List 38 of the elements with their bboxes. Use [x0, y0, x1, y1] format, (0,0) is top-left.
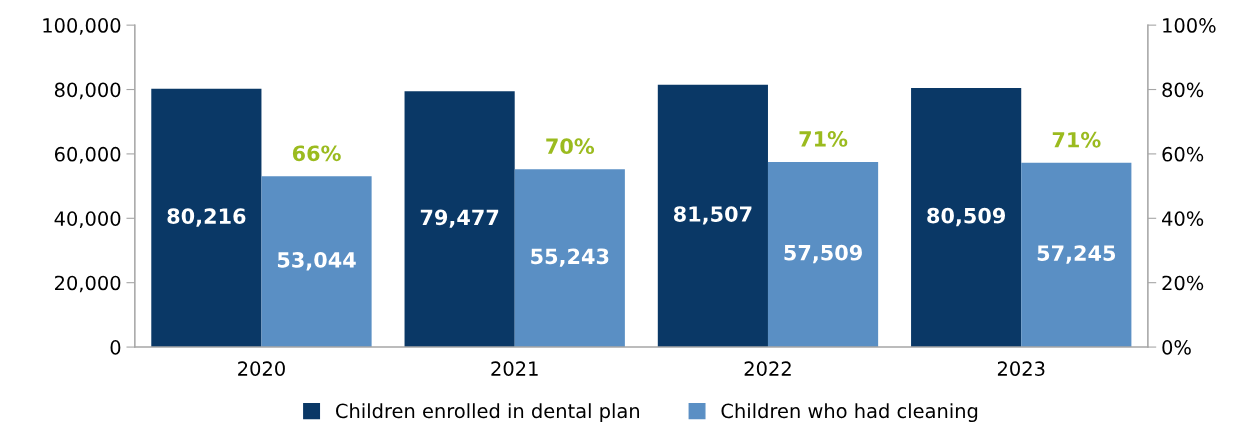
data-label: 53,044: [277, 251, 356, 271]
y-tick-label: 100,000: [43, 18, 121, 35]
bar: [911, 87, 1022, 348]
data-label: 57,245: [1037, 245, 1116, 264]
y2-tick-label: 100%: [1163, 18, 1216, 33]
annotation: 71%: [1052, 131, 1101, 148]
y-tick-label: 0: [110, 340, 121, 355]
data-label: 57,509: [784, 244, 862, 264]
y2-tick-label: 40%: [1162, 211, 1204, 226]
bar: [151, 88, 262, 348]
x-tick-label: 2023: [997, 361, 1045, 377]
y2-tick-label: 80%: [1162, 82, 1204, 98]
y-tick-label: 80,000: [54, 82, 121, 100]
bar: [514, 169, 625, 348]
legend-label: Children enrolled in dental plan: [336, 403, 640, 423]
y2-tick-label: 20%: [1162, 275, 1204, 291]
x-tick-label: 2020: [238, 361, 285, 377]
data-label: 55,243: [531, 248, 609, 267]
y-tick-label: 60,000: [54, 146, 121, 164]
data-label: 80,216: [167, 208, 246, 227]
bar: [261, 176, 372, 348]
y-tick-label: 20,000: [55, 275, 121, 293]
y2-tick-label: 60%: [1162, 146, 1204, 162]
data-label: 79,477: [420, 209, 499, 228]
annotation: 66%: [292, 145, 341, 162]
annotation: 70%: [546, 138, 595, 155]
data-label: 81,507: [673, 206, 752, 225]
x-tick-label: 2021: [491, 361, 538, 377]
legend-label: Children who had cleaning: [721, 403, 978, 423]
annotation: 71%: [799, 131, 848, 147]
data-label: 80,509: [927, 207, 1006, 227]
bar: [404, 91, 515, 348]
bar: [657, 84, 768, 348]
bar: [1021, 162, 1132, 348]
y2-tick-label: 0%: [1162, 340, 1191, 355]
y-tick-label: 40,000: [54, 211, 121, 228]
x-tick-label: 2022: [744, 361, 791, 377]
bar: [767, 161, 879, 348]
